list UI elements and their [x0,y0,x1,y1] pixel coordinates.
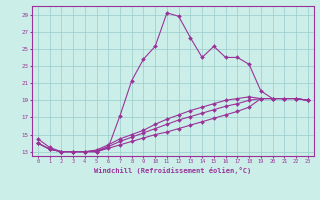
X-axis label: Windchill (Refroidissement éolien,°C): Windchill (Refroidissement éolien,°C) [94,167,252,174]
